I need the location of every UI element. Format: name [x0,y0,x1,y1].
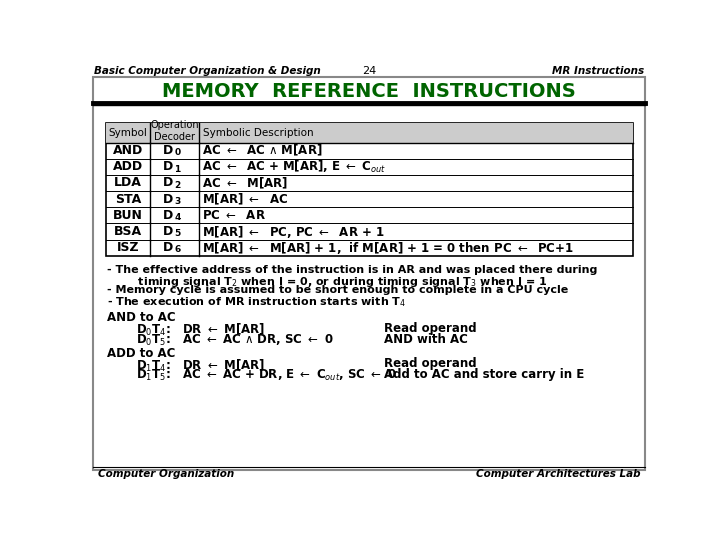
Text: STA: STA [115,193,141,206]
Text: Read operand: Read operand [384,357,477,370]
Text: ADD: ADD [113,160,143,173]
Text: Symbolic Description: Symbolic Description [203,127,314,138]
Text: D: D [163,160,173,173]
Text: D$_1$T$_5$:   AC $\leftarrow$ AC + DR, E $\leftarrow$ C$_{out}$, SC $\leftarrow$: D$_1$T$_5$: AC $\leftarrow$ AC + DR, E $… [137,368,397,383]
Text: PC $\leftarrow$  AR: PC $\leftarrow$ AR [202,209,266,222]
Text: 4: 4 [174,213,181,222]
Text: AND: AND [113,144,143,157]
Text: D: D [163,241,173,254]
Text: D$_0$T$_4$:   DR $\leftarrow$ M[AR]: D$_0$T$_4$: DR $\leftarrow$ M[AR] [137,322,266,338]
Text: Read operand: Read operand [384,322,477,335]
Text: Computer Organization: Computer Organization [98,469,234,478]
Text: D: D [163,225,173,238]
Text: 3: 3 [174,197,181,206]
Text: D: D [163,177,173,190]
Text: timing signal T$_2$ when I = 0, or during timing signal T$_3$ when I = 1: timing signal T$_2$ when I = 0, or durin… [107,275,547,289]
Text: BUN: BUN [113,209,143,222]
Text: 24: 24 [362,66,376,76]
Text: D: D [163,144,173,157]
Text: D$_0$T$_5$:   AC $\leftarrow$ AC $\wedge$ DR, SC $\leftarrow$ 0: D$_0$T$_5$: AC $\leftarrow$ AC $\wedge$ … [137,333,334,348]
Text: AC $\leftarrow$  AC + M[AR], E $\leftarrow$ C$_{out}$: AC $\leftarrow$ AC + M[AR], E $\leftarro… [202,159,387,175]
Text: AC $\leftarrow$  M[AR]: AC $\leftarrow$ M[AR] [202,176,289,191]
Text: - Memory cycle is assumed to be short enough to complete in a CPU cycle: - Memory cycle is assumed to be short en… [107,285,568,295]
Bar [106,123,632,256]
Text: Basic Computer Organization & Design: Basic Computer Organization & Design [94,66,320,76]
Text: AND to AC: AND to AC [107,311,176,324]
Text: Computer Architectures Lab: Computer Architectures Lab [476,469,640,478]
Text: AC $\leftarrow$  AC $\wedge$ M[AR]: AC $\leftarrow$ AC $\wedge$ M[AR] [202,143,323,158]
Text: Operation
Decoder: Operation Decoder [150,120,199,142]
Text: BSA: BSA [114,225,142,238]
Text: M[AR] $\leftarrow$  PC, PC $\leftarrow$  AR + 1: M[AR] $\leftarrow$ PC, PC $\leftarrow$ A… [202,224,385,240]
Text: ADD to AC: ADD to AC [107,347,176,360]
Text: - The execution of MR instruction starts with T$_4$: - The execution of MR instruction starts… [107,295,406,309]
Text: Add to AC and store carry in E: Add to AC and store carry in E [384,368,585,381]
Text: M[AR] $\leftarrow$  M[AR] + 1,  if M[AR] + 1 = 0 then PC $\leftarrow$  PC+1: M[AR] $\leftarrow$ M[AR] + 1, if M[AR] +… [202,240,574,255]
Text: 0: 0 [174,148,181,158]
Text: 2: 2 [174,181,181,190]
Text: ISZ: ISZ [117,241,139,254]
Text: - The effective address of the instruction is in AR and was placed there during: - The effective address of the instructi… [107,265,598,275]
Text: MEMORY  REFERENCE  INSTRUCTIONS: MEMORY REFERENCE INSTRUCTIONS [162,82,576,102]
Text: 1: 1 [174,165,181,174]
Text: D$_1$T$_4$:   DR $\leftarrow$ M[AR]: D$_1$T$_4$: DR $\leftarrow$ M[AR] [137,357,266,374]
Text: AND with AC: AND with AC [384,333,469,346]
Text: Symbol: Symbol [109,127,148,138]
Text: MR Instructions: MR Instructions [552,66,644,76]
Text: 5: 5 [174,230,181,238]
Text: D: D [163,209,173,222]
Bar [106,123,632,143]
Text: M[AR] $\leftarrow$  AC: M[AR] $\leftarrow$ AC [202,192,289,207]
Text: 6: 6 [174,246,181,254]
Text: D: D [163,193,173,206]
Text: LDA: LDA [114,177,142,190]
